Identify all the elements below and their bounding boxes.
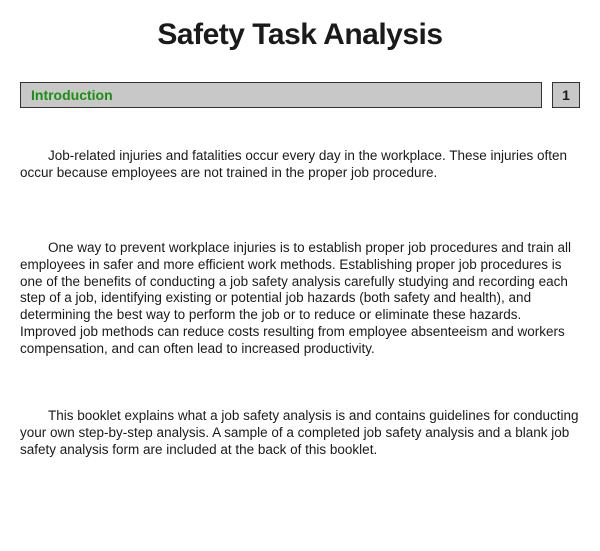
page-title: Safety Task Analysis (20, 18, 580, 52)
body-paragraph: Job-related injuries and fatalities occu… (20, 148, 580, 182)
section-header-row: Introduction 1 (20, 82, 580, 108)
body-paragraph: One way to prevent workplace injuries is… (20, 240, 580, 358)
body-paragraph: This booklet explains what a job safety … (20, 408, 580, 459)
page-number: 1 (552, 82, 580, 108)
section-header: Introduction (20, 82, 542, 108)
